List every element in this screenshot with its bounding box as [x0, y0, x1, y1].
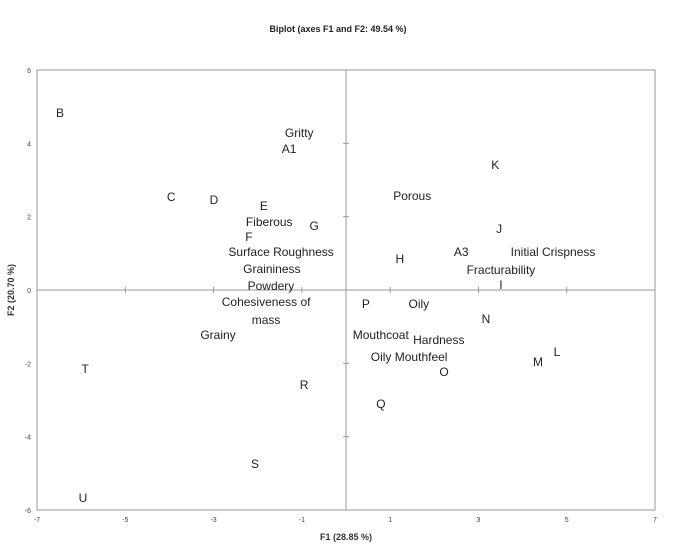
point-label: S: [251, 457, 259, 471]
point-label: O: [439, 365, 448, 379]
point-label: U: [79, 491, 88, 505]
x-tick-label: -7: [34, 517, 40, 524]
point-label: H: [396, 252, 405, 266]
point-label: N: [482, 312, 491, 326]
x-tick-label: -3: [210, 517, 216, 524]
point-label: Mouthcoat: [353, 328, 410, 342]
point-label: Oily Mouthfeel: [371, 350, 448, 364]
point-label: G: [310, 219, 319, 233]
point-label: Hardness: [413, 333, 464, 347]
point-label: A3: [454, 245, 469, 259]
point-label: R: [300, 378, 309, 392]
point-label: P: [362, 297, 370, 311]
point-label: Cohesiveness of mass: [222, 295, 311, 327]
point-label: Powdery: [248, 279, 295, 293]
point-label: I: [499, 278, 502, 292]
x-tick-label: 7: [653, 517, 657, 524]
point-label: J: [496, 222, 502, 236]
point-label: T: [81, 362, 89, 376]
point-label: Oily: [408, 297, 429, 311]
point-label: Graininess: [243, 262, 300, 276]
y-tick-label: 6: [27, 68, 31, 75]
y-tick-label: 4: [27, 141, 31, 148]
x-tick-label: 1: [388, 517, 392, 524]
point-label: K: [491, 158, 499, 172]
y-tick-label: -4: [25, 435, 31, 442]
point-label: Fracturability: [467, 263, 536, 277]
y-tick-label: -6: [25, 508, 31, 515]
point-label: C: [167, 190, 176, 204]
point-label: Initial Crispness: [511, 245, 596, 259]
x-tick-label: 5: [565, 517, 569, 524]
y-axis-label: F2 (20.70 %): [6, 264, 16, 316]
point-label: A1: [282, 142, 297, 156]
y-tick-label: 2: [27, 215, 31, 222]
point-label: Surface Roughness: [228, 245, 333, 259]
axes-group: -7 -5 -3 -1 1 3 5 7 -6 -4 -2 0 2 4 6: [25, 68, 657, 524]
x-tick-label: 3: [476, 517, 480, 524]
point-label: Porous: [393, 189, 431, 203]
point-label: Fiberous: [246, 215, 293, 229]
point-label: M: [533, 355, 543, 369]
x-tick-label: -1: [299, 517, 305, 524]
point-label: F: [245, 230, 252, 244]
point-label: Q: [376, 397, 385, 411]
point-label: D: [210, 193, 219, 207]
point-label: Gritty: [285, 126, 314, 140]
y-tick-label: -2: [25, 361, 31, 368]
point-label: Grainy: [200, 328, 235, 342]
x-axis-label: F1 (28.85 %): [320, 532, 372, 542]
y-tick-label: 0: [27, 288, 31, 295]
point-label: B: [56, 106, 64, 120]
point-label: L: [554, 345, 561, 359]
chart-title: Biplot (axes F1 and F2: 49.54 %): [269, 24, 406, 34]
point-label: E: [260, 199, 268, 213]
x-tick-label: -5: [122, 517, 128, 524]
